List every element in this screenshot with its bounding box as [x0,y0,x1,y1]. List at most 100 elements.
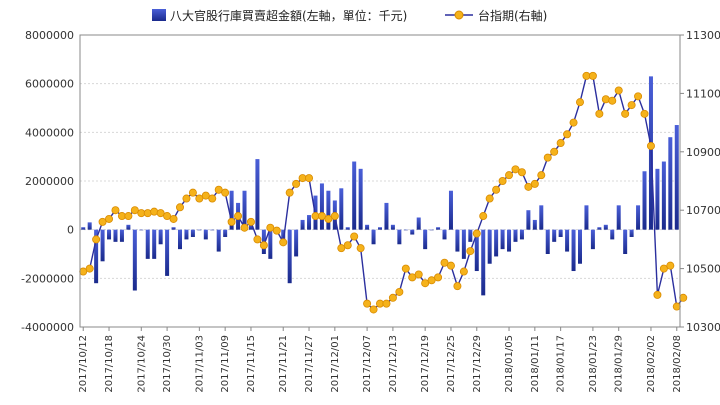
line-point [388,293,397,302]
x-tick-label: 2017/11/27 [304,335,315,393]
bar [468,229,473,242]
line-point [105,214,114,223]
line-point [234,212,243,221]
bar [519,229,524,240]
bar [539,205,544,230]
line-point [627,101,636,110]
line-point [324,214,333,223]
bar [655,168,660,230]
bar [474,229,479,272]
line-point [569,118,578,127]
y-right-tick-label: 10900 [686,146,720,159]
bar [294,229,299,257]
x-tick-label: 2018/01/29 [614,335,625,393]
bar [455,229,460,252]
bar [307,215,312,230]
bar [629,229,634,237]
bar [584,205,589,230]
bar [358,168,363,230]
bar [565,229,570,252]
line-point [550,147,559,156]
line-point [395,287,404,296]
index-line [82,75,684,311]
x-tick-label: 2017/11/03 [194,335,205,393]
bar [352,161,357,230]
line-point [408,273,417,282]
line-point [350,232,359,241]
line-point [543,153,552,162]
line-point [453,282,462,291]
line-point [563,130,572,139]
bar [436,227,441,230]
bar [255,159,260,230]
line-point [253,235,262,244]
bar [171,227,176,230]
line-point [292,179,301,188]
line-point [272,226,281,235]
line-point [201,191,210,200]
line-point [434,273,443,282]
line-point [382,299,391,308]
bar [507,229,512,252]
bar [461,229,466,259]
line-point [169,214,178,223]
y-axis-left: -4000000 -2000000 0 2000000 4000000 6000000 80… [21,29,74,334]
x-tick-label: 2017/12/01 [330,335,341,393]
line-point [672,302,681,311]
bar [339,188,344,230]
bar [571,229,576,272]
line-point [156,209,165,218]
bar [242,190,247,230]
bar [152,229,157,259]
bar [442,229,447,240]
bar [545,229,550,254]
y-left-tick-label: -4000000 [21,321,74,334]
line-point [111,206,120,215]
line-point [246,217,255,226]
bar [532,219,537,230]
line-point [259,241,268,250]
bar [378,227,382,230]
line-point [659,264,668,273]
line-point [421,279,430,288]
bar [178,229,182,250]
bar [410,229,415,235]
bar [416,217,421,230]
line-point [337,244,346,253]
bar [300,219,305,230]
bar [623,229,628,254]
line-point [143,209,152,218]
line-point [576,98,585,107]
y-right-tick-label: 10500 [686,263,720,276]
line-series [79,71,688,314]
x-tick-label: 2017/10/24 [136,335,147,393]
y-left-tick-label: 4000000 [25,126,74,139]
bar [578,229,582,264]
line-point [646,141,655,150]
line-point [621,109,630,118]
bar [223,229,228,237]
line-point [511,165,520,174]
bar [365,224,370,230]
legend-line-marker [454,10,464,20]
bar [248,224,253,230]
bar [494,229,499,257]
bar [126,224,131,230]
bar [287,229,292,284]
x-tick-label: 2017/12/19 [420,335,431,393]
line-point [85,264,94,273]
y-right-tick-label: 10300 [686,321,720,334]
line-point [614,86,623,95]
bar [487,229,492,264]
y-axis-right: 10300 10500 10700 10900 11100 11300 [680,29,720,334]
bar [107,229,112,240]
bar [113,229,118,242]
x-tick-label: 2017/10/30 [162,335,173,393]
bar [390,224,395,230]
line-point [595,109,604,118]
line-point [92,235,101,244]
bar [552,229,557,242]
bar [268,229,273,259]
bar [94,229,99,284]
x-tick-label: 2018/02/02 [646,335,657,393]
